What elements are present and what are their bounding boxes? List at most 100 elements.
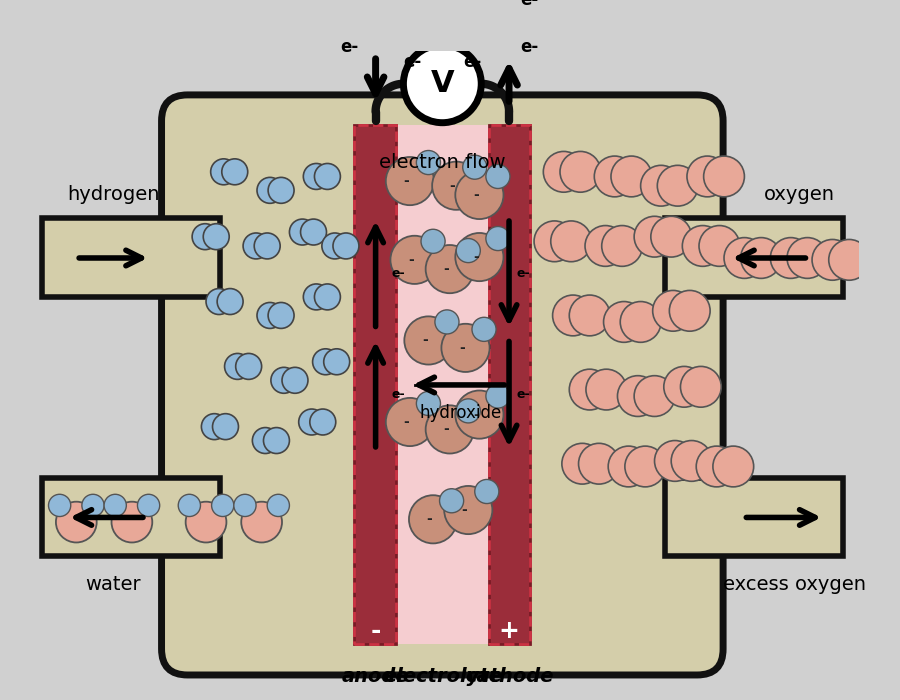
- Circle shape: [303, 164, 329, 190]
- Circle shape: [551, 221, 591, 262]
- Text: -: -: [403, 415, 410, 429]
- Circle shape: [570, 369, 610, 410]
- Text: e-: e-: [392, 267, 405, 280]
- Text: anode: anode: [342, 667, 410, 686]
- Circle shape: [713, 446, 753, 487]
- Text: hydrogen: hydrogen: [68, 186, 159, 204]
- Circle shape: [264, 428, 290, 454]
- Text: -: -: [472, 250, 479, 264]
- Circle shape: [310, 409, 336, 435]
- Circle shape: [562, 443, 603, 484]
- Circle shape: [421, 230, 446, 253]
- Circle shape: [534, 221, 575, 262]
- Circle shape: [212, 414, 238, 440]
- Circle shape: [486, 384, 510, 408]
- Text: -: -: [371, 619, 381, 643]
- Circle shape: [680, 366, 721, 407]
- Circle shape: [221, 159, 248, 185]
- Circle shape: [445, 486, 492, 534]
- Circle shape: [455, 233, 503, 281]
- Circle shape: [82, 494, 104, 517]
- Circle shape: [432, 162, 481, 210]
- Circle shape: [486, 227, 510, 251]
- Circle shape: [441, 324, 490, 372]
- Circle shape: [257, 177, 283, 203]
- Circle shape: [604, 302, 644, 342]
- Circle shape: [472, 317, 496, 342]
- Circle shape: [211, 159, 237, 185]
- Circle shape: [254, 233, 280, 259]
- Circle shape: [417, 150, 440, 174]
- Bar: [665, 477, 842, 556]
- Circle shape: [475, 480, 499, 503]
- Text: e-: e-: [517, 388, 530, 400]
- Text: -: -: [450, 178, 455, 192]
- Text: e-: e-: [520, 38, 538, 56]
- Circle shape: [625, 446, 666, 487]
- Circle shape: [268, 302, 294, 328]
- Circle shape: [651, 216, 691, 257]
- Circle shape: [704, 156, 744, 197]
- Circle shape: [282, 368, 308, 393]
- Text: e-: e-: [392, 388, 405, 400]
- Text: +: +: [499, 619, 519, 643]
- Circle shape: [192, 224, 218, 250]
- Circle shape: [104, 494, 126, 517]
- Circle shape: [608, 446, 649, 487]
- Circle shape: [303, 284, 329, 310]
- Bar: [42, 218, 220, 297]
- Text: -: -: [472, 188, 479, 202]
- Circle shape: [203, 224, 230, 250]
- Text: -: -: [408, 253, 414, 267]
- Circle shape: [435, 310, 459, 334]
- Bar: [355, 125, 530, 645]
- Circle shape: [426, 405, 473, 454]
- Circle shape: [829, 239, 869, 280]
- Circle shape: [594, 156, 635, 197]
- Text: e-: e-: [517, 267, 530, 280]
- Circle shape: [386, 398, 434, 446]
- Circle shape: [671, 440, 712, 482]
- Text: -: -: [422, 333, 427, 347]
- Circle shape: [324, 349, 350, 375]
- Text: e-: e-: [403, 52, 422, 71]
- Circle shape: [544, 151, 584, 192]
- Circle shape: [299, 409, 325, 435]
- Circle shape: [271, 368, 297, 393]
- Circle shape: [301, 219, 327, 245]
- Circle shape: [56, 502, 96, 542]
- Circle shape: [426, 245, 473, 293]
- Circle shape: [112, 502, 152, 542]
- Text: electron flow: electron flow: [379, 153, 506, 172]
- Text: cathode: cathode: [464, 667, 554, 686]
- Bar: [665, 218, 842, 297]
- Circle shape: [687, 156, 728, 197]
- Circle shape: [202, 414, 228, 440]
- Circle shape: [185, 502, 227, 542]
- Circle shape: [322, 233, 347, 259]
- Circle shape: [456, 239, 481, 262]
- Circle shape: [560, 151, 601, 192]
- Text: -: -: [459, 341, 464, 355]
- Text: -: -: [462, 503, 467, 517]
- Text: -: -: [443, 262, 449, 276]
- Text: excess oxygen: excess oxygen: [723, 575, 866, 594]
- Circle shape: [403, 45, 482, 122]
- Circle shape: [257, 302, 283, 328]
- Circle shape: [579, 443, 619, 484]
- Circle shape: [409, 495, 457, 543]
- FancyBboxPatch shape: [162, 95, 723, 675]
- Circle shape: [49, 494, 71, 517]
- Circle shape: [741, 237, 781, 279]
- Circle shape: [455, 391, 503, 439]
- Circle shape: [234, 494, 256, 517]
- Circle shape: [236, 354, 262, 379]
- Circle shape: [455, 171, 503, 219]
- Circle shape: [697, 446, 737, 487]
- Circle shape: [417, 391, 440, 416]
- Text: e-: e-: [520, 0, 538, 9]
- Text: -: -: [472, 407, 479, 421]
- Circle shape: [225, 354, 250, 379]
- Circle shape: [620, 302, 661, 342]
- Circle shape: [312, 349, 338, 375]
